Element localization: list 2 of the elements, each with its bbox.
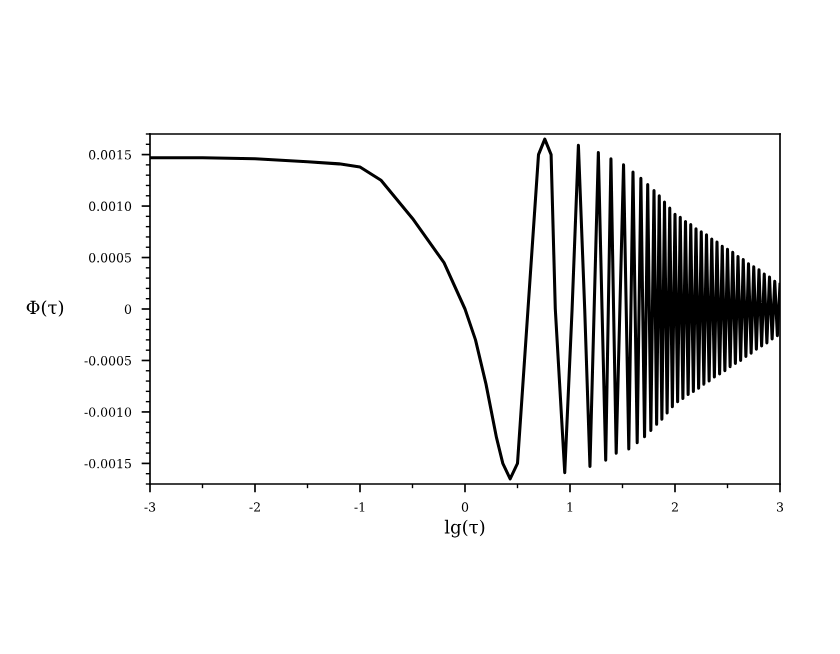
y-axis-title: Φ(τ) [26, 300, 64, 317]
x-axis-title: lg(τ) [444, 519, 485, 538]
